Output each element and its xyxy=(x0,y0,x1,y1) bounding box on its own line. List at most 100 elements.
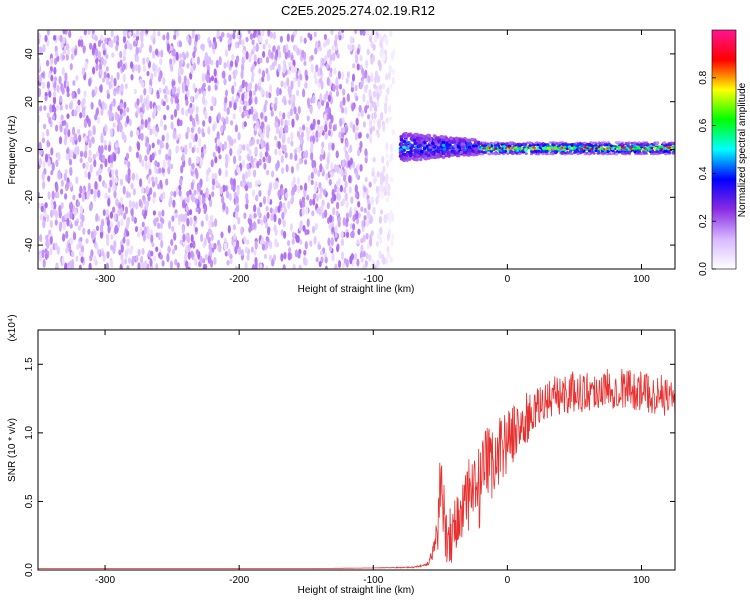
heatmap-cell xyxy=(199,255,203,264)
heatmap-cell xyxy=(360,206,364,212)
heatmap-cell xyxy=(556,142,560,145)
heatmap-cell xyxy=(280,253,284,262)
heatmap-cell xyxy=(176,118,181,127)
heatmap-cell xyxy=(364,260,368,268)
heatmap-cell xyxy=(368,89,372,98)
heatmap-cell xyxy=(213,242,217,250)
heatmap-cell xyxy=(319,250,324,256)
heatmap-cell xyxy=(104,37,108,45)
heatmap-cell xyxy=(224,96,228,104)
heatmap-cell xyxy=(402,145,406,149)
heatmap-cell xyxy=(190,133,194,140)
heatmap-cell xyxy=(93,255,97,264)
heatmap-cell xyxy=(258,77,262,87)
heatmap-cell xyxy=(221,116,225,123)
heatmap-cell xyxy=(148,168,152,176)
heatmap-cell xyxy=(73,109,77,117)
heatmap-cell xyxy=(202,120,206,127)
heatmap-cell xyxy=(319,127,323,134)
heatmap-cell xyxy=(283,206,287,216)
heatmap-cell xyxy=(80,100,84,109)
heatmap-cell xyxy=(528,144,532,148)
heatmap-cell xyxy=(280,80,284,88)
heatmap-cell xyxy=(223,62,227,69)
heatmap-cell xyxy=(204,254,208,261)
heatmap-cell xyxy=(57,152,61,161)
heatmap-cell xyxy=(150,34,154,41)
heatmap-cell xyxy=(225,153,229,163)
heatmap-cell xyxy=(333,193,337,202)
heatmap-cell xyxy=(311,225,316,234)
heatmap-cell xyxy=(291,195,295,203)
heatmap-cell xyxy=(383,36,387,43)
heatmap-cell xyxy=(237,132,241,141)
heatmap-cell xyxy=(296,235,300,244)
heatmap-cell xyxy=(82,227,86,235)
heatmap-cell xyxy=(105,53,109,60)
heatmap-cell xyxy=(47,158,51,167)
heatmap-cell xyxy=(399,137,404,142)
heatmap-cell xyxy=(100,134,104,144)
heatmap-cell xyxy=(327,142,331,152)
heatmap-cell xyxy=(41,172,45,182)
heatmap-cell xyxy=(211,43,215,50)
heatmap-cell xyxy=(187,244,191,252)
heatmap-cell xyxy=(304,241,308,250)
heatmap-cell xyxy=(178,184,182,191)
heatmap-cell xyxy=(165,178,169,186)
heatmap-cell xyxy=(66,48,70,56)
heatmap-cell xyxy=(349,144,353,153)
heatmap-cell xyxy=(271,170,275,178)
heatmap-cell xyxy=(255,194,259,202)
heatmap-cell xyxy=(431,141,435,145)
heatmap-cell xyxy=(154,160,158,167)
heatmap-cell xyxy=(304,82,308,89)
heatmap-cell xyxy=(153,255,157,262)
heatmap-cell xyxy=(282,219,286,228)
heatmap-cell xyxy=(251,39,255,46)
heatmap-cell xyxy=(229,33,233,41)
heatmap-cell xyxy=(85,238,89,244)
heatmap-cell xyxy=(258,158,262,166)
heatmap-cell xyxy=(315,256,319,263)
heatmap-cell xyxy=(664,147,667,150)
heatmap-cell xyxy=(151,241,155,248)
heatmap-cell xyxy=(232,30,237,34)
heatmap-cell xyxy=(356,258,360,267)
heatmap-cell xyxy=(662,141,667,144)
heatmap-cell xyxy=(176,262,180,269)
heatmap-cell xyxy=(250,155,254,164)
heatmap-cell xyxy=(366,198,370,205)
heatmap-cell xyxy=(59,34,63,43)
heatmap-cell xyxy=(160,49,164,58)
heatmap-cell xyxy=(91,136,95,143)
heatmap-cell xyxy=(388,217,392,225)
heatmap-cell xyxy=(390,143,394,152)
heatmap-cell xyxy=(306,194,310,201)
heatmap-cell xyxy=(298,158,302,165)
heatmap-cell xyxy=(283,230,287,239)
heatmap-cell xyxy=(267,188,271,197)
heatmap-cell xyxy=(326,76,330,86)
heatmap-cell xyxy=(319,154,323,162)
heatmap-cell xyxy=(100,56,104,66)
heatmap-cell xyxy=(51,104,56,111)
heatmap-cell xyxy=(179,177,183,187)
heatmap-cell xyxy=(345,139,349,148)
heatmap-cell xyxy=(41,131,45,139)
heatmap-cell xyxy=(326,156,330,166)
heatmap-cell xyxy=(107,186,111,194)
heatmap-cell xyxy=(129,130,134,138)
heatmap-cell xyxy=(362,30,366,37)
heatmap-cell xyxy=(109,128,113,138)
heatmap-cell xyxy=(348,210,352,219)
heatmap-cell xyxy=(354,30,358,35)
heatmap-cell xyxy=(320,256,324,264)
heatmap-cell xyxy=(379,172,383,180)
heatmap-cell xyxy=(257,218,261,225)
heatmap-cell xyxy=(210,233,214,242)
heatmap-cell xyxy=(243,105,247,112)
heatmap-cell xyxy=(154,176,158,186)
heatmap-cell xyxy=(104,192,108,199)
heatmap-cell xyxy=(287,69,291,75)
